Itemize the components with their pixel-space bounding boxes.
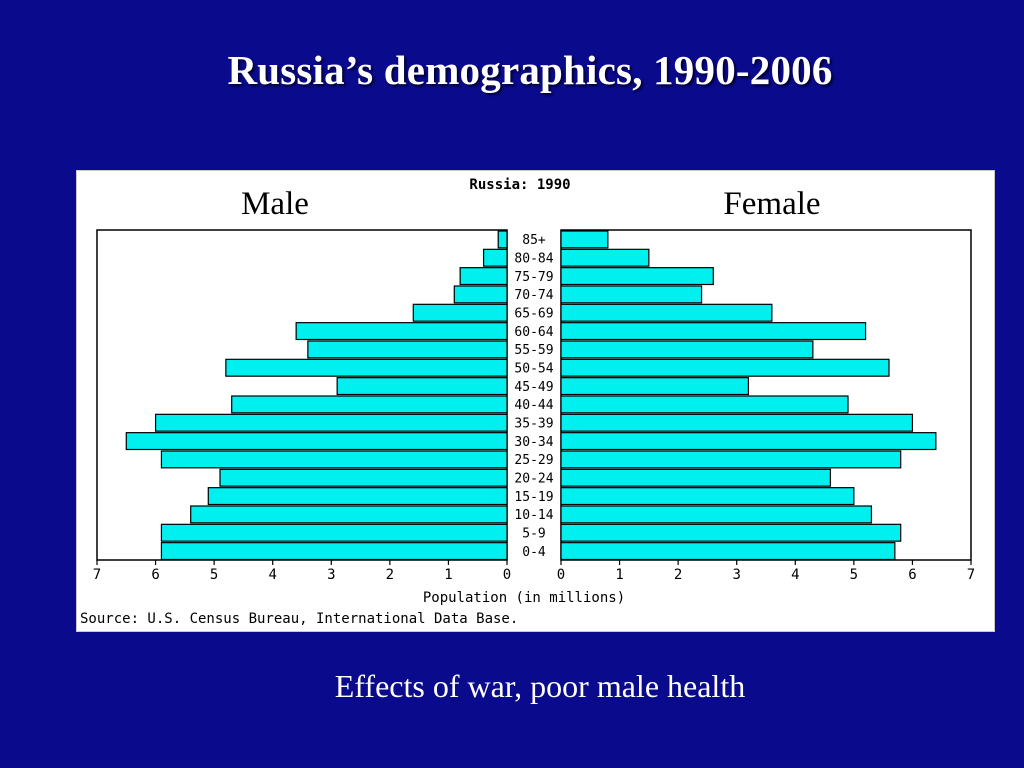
female-x-tick-label: 4	[791, 567, 799, 583]
age-label: 75-79	[514, 270, 553, 285]
female-x-tick-label: 3	[732, 567, 740, 583]
age-label: 20-24	[514, 472, 553, 487]
male-bar-10-14	[190, 505, 508, 524]
age-label: 10-14	[514, 508, 553, 523]
male-bar-75-79	[459, 267, 508, 286]
female-bar-30-34	[560, 432, 937, 451]
female-bar-10-14	[560, 505, 873, 524]
male-bar-5-9	[160, 523, 508, 542]
age-labels-group: 85+ 80-84 75-79 70-74 65-69 60-64 55-59 50-54 45…	[514, 233, 553, 560]
age-label: 5-9	[522, 527, 545, 542]
male-bar-20-24	[219, 468, 508, 487]
female-bar-75-79	[560, 267, 714, 286]
female-bar-35-39	[560, 413, 914, 432]
male-x-tick-label: 4	[268, 567, 276, 583]
age-label: 40-44	[514, 398, 553, 413]
x-axis-label: Population (in millions)	[423, 590, 625, 606]
age-label: 80-84	[514, 252, 553, 267]
male-bar-35-39	[154, 413, 508, 432]
age-label: 35-39	[514, 417, 553, 432]
male-bar-60-64	[295, 322, 508, 341]
female-bar-70-74	[560, 285, 703, 304]
female-x-tick-label: 0	[557, 567, 565, 583]
age-label: 30-34	[514, 435, 553, 450]
age-label: 55-59	[514, 343, 553, 358]
female-x-tick-label: 1	[615, 567, 623, 583]
male-bar-50-54	[225, 358, 508, 377]
male-bar-0-4	[160, 542, 508, 561]
age-label: 15-19	[514, 490, 553, 505]
male-bar-85+	[497, 230, 508, 249]
female-bar-55-59	[560, 340, 814, 359]
x-axis-group: 7 6 5 4 3 2 1 0 0 1 2 3 4 5 6 7	[93, 560, 975, 583]
male-x-tick-label: 2	[386, 567, 394, 583]
chart-title: Russia: 1990	[469, 177, 570, 193]
male-bar-15-19	[207, 487, 508, 506]
female-bar-15-19	[560, 487, 855, 506]
slide-caption: Effects of war, poor male health	[334, 668, 746, 704]
female-bar-40-44	[560, 395, 849, 414]
age-label: 70-74	[514, 288, 553, 303]
age-label: 85+	[522, 233, 546, 248]
female-bar-50-54	[560, 358, 890, 377]
female-x-tick-label: 7	[967, 567, 975, 583]
female-bar-85+	[560, 230, 609, 249]
male-bar-70-74	[453, 285, 508, 304]
male-x-tick-label: 6	[151, 567, 159, 583]
female-x-tick-label: 2	[674, 567, 682, 583]
female-bar-45-49	[560, 377, 750, 396]
age-label: 0-4	[522, 545, 546, 560]
male-bar-80-84	[482, 248, 508, 267]
female-bar-5-9	[560, 523, 902, 542]
age-label: 65-69	[514, 307, 553, 322]
male-x-tick-label: 7	[93, 567, 101, 583]
male-label: Male	[241, 186, 309, 222]
population-pyramid-figure: Russia: 1990 Male Female 85+ 80-84 75-79 70…	[77, 171, 994, 631]
female-bar-0-4	[560, 542, 896, 561]
slide-title: Russia’s demographics, 1990-2006	[227, 47, 833, 93]
male-x-tick-label: 0	[503, 567, 511, 583]
female-bar-25-29	[560, 450, 902, 469]
population-pyramid-chart: Russia: 1990 Male Female 85+80-8475-7970…	[80, 177, 975, 627]
male-bar-45-49	[336, 377, 508, 396]
male-bar-65-69	[412, 303, 508, 322]
female-label: Female	[723, 186, 820, 222]
male-x-tick-label: 1	[444, 567, 452, 583]
female-x-tick-label: 6	[908, 567, 916, 583]
age-label: 60-64	[514, 325, 553, 340]
female-bar-20-24	[560, 468, 832, 487]
male-x-tick-label: 3	[327, 567, 335, 583]
female-bar-60-64	[560, 322, 867, 341]
male-bar-25-29	[160, 450, 508, 469]
male-bar-40-44	[231, 395, 508, 414]
female-bar-65-69	[560, 303, 773, 322]
male-x-tick-label: 5	[210, 567, 218, 583]
source-note: Source: U.S. Census Bureau, Internationa…	[80, 611, 518, 627]
bars-group	[125, 230, 937, 561]
age-label: 25-29	[514, 453, 553, 468]
age-label: 45-49	[514, 380, 553, 395]
male-bar-55-59	[307, 340, 508, 359]
female-bar-80-84	[560, 248, 650, 267]
female-x-tick-label: 5	[850, 567, 858, 583]
male-bar-30-34	[125, 432, 508, 451]
age-label: 50-54	[514, 362, 553, 377]
